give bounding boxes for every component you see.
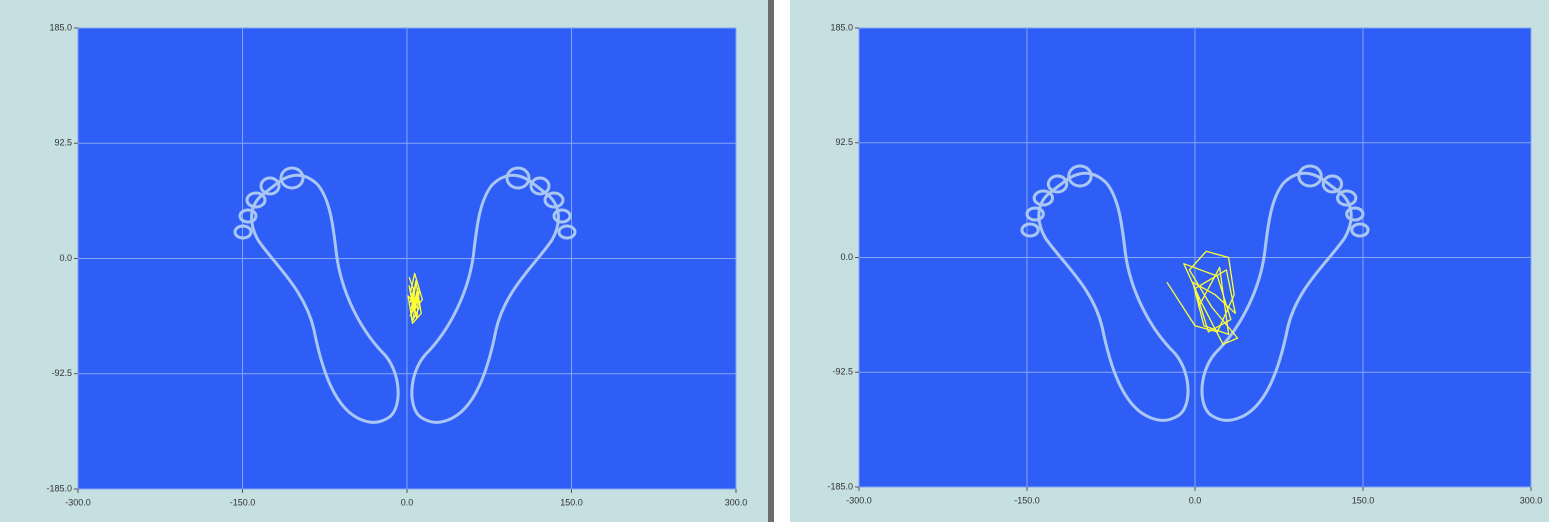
divider bbox=[768, 0, 774, 522]
x-tick-label: 0.0 bbox=[401, 497, 414, 507]
x-tick-label: 300.0 bbox=[725, 497, 748, 507]
x-tick-label: -150.0 bbox=[230, 497, 256, 507]
x-tick-label: -150.0 bbox=[1014, 495, 1040, 505]
y-tick-label: -92.5 bbox=[51, 368, 72, 378]
cop-trace bbox=[1166, 250, 1239, 345]
y-tick-label: -185.0 bbox=[46, 483, 72, 493]
cop-trace bbox=[407, 272, 424, 324]
y-tick-label: 92.5 bbox=[835, 137, 853, 147]
y-tick-label: 0.0 bbox=[840, 252, 853, 262]
y-tick-label: 185.0 bbox=[49, 22, 72, 32]
y-tick-label: 0.0 bbox=[59, 253, 72, 263]
x-tick-label: -300.0 bbox=[65, 497, 91, 507]
y-tick-label: -185.0 bbox=[827, 481, 853, 491]
y-tick-label: -92.5 bbox=[832, 367, 853, 377]
y-tick-label: 92.5 bbox=[54, 138, 72, 148]
x-tick-label: 150.0 bbox=[560, 497, 583, 507]
x-tick-label: 0.0 bbox=[1189, 495, 1202, 505]
x-tick-label: 300.0 bbox=[1520, 495, 1543, 505]
x-tick-label: 150.0 bbox=[1352, 495, 1375, 505]
y-tick-label: 185.0 bbox=[830, 22, 853, 32]
x-tick-label: -300.0 bbox=[846, 495, 872, 505]
